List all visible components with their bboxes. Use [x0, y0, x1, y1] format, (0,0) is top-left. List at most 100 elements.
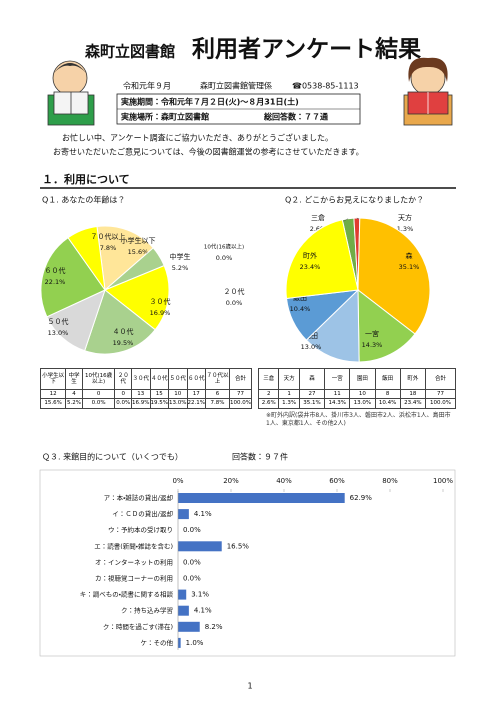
- table-cell: 10: [168, 388, 188, 400]
- library-name: 森町立図書館: [85, 43, 175, 61]
- table-cell: 10代(16歳以上): [81, 368, 116, 390]
- responses: 総回答数：７７通: [263, 112, 329, 122]
- slice-label: ３０代: [150, 297, 171, 306]
- table-cell: 2: [257, 388, 280, 400]
- data-table: 小学生以下 中学生 10代(16歳以上) ２０代 ３０代 ４０代 ５０代 ６０代 ７０代以上 合計…: [39, 368, 253, 409]
- table-cell: 19.5%: [149, 398, 170, 409]
- slice-value-label: 5.2%: [172, 264, 189, 272]
- slice-label: ２０代: [224, 287, 245, 296]
- table-cell: ７０代以上: [204, 368, 230, 390]
- reading-child-left: [47, 60, 95, 126]
- bar-value-label: 8.2%: [205, 623, 223, 631]
- x-tick-label: 0%: [172, 477, 183, 485]
- category-label: ウ：予約本の受け取り: [108, 525, 173, 534]
- slice-label: 三倉: [311, 214, 325, 222]
- table-cell: 22.1%: [186, 398, 206, 409]
- slice-label: 天方: [398, 213, 412, 222]
- table-cell: 1: [278, 388, 300, 400]
- slice-label: ４０代: [113, 327, 134, 336]
- table-cell: 三倉: [257, 368, 280, 390]
- table-cell: ４０代: [149, 368, 170, 390]
- table-cell: 14.3%: [324, 398, 351, 409]
- chart-title: Q１. あなたの年齢は？: [42, 195, 125, 205]
- table-cell: 11: [324, 388, 351, 400]
- table-cell: 0: [114, 388, 133, 400]
- category-label: ア：本・雑誌の貸出/返却: [104, 493, 173, 502]
- table-cell: 12: [39, 388, 67, 400]
- slice-label: 10代(16歳以上): [204, 243, 244, 251]
- slice-label: ５０代: [48, 317, 69, 326]
- x-tick-label: 40%: [276, 477, 292, 485]
- slice-label: ７０代以上: [91, 232, 126, 241]
- table-cell: 飯田: [374, 368, 401, 390]
- table-row: 15.6% 5.2% 0.0% 0.0% 16.9% 19.5% 13.0% 22.1% 7.8…: [39, 398, 253, 409]
- table-cell: 15.6%: [39, 398, 67, 409]
- table-cell: 27: [298, 388, 326, 400]
- table-cell: 23.4%: [399, 398, 426, 409]
- table-cell: 一宮: [324, 368, 351, 390]
- bar-value-label: 0.0%: [183, 526, 201, 534]
- table-cell: ２０代: [114, 368, 133, 390]
- department: 森町立図書館管理係: [200, 81, 272, 91]
- slice-value-label: 23.4%: [300, 263, 321, 271]
- document-title: 利用者アンケート結果: [192, 36, 421, 63]
- table-cell: 100.0%: [424, 398, 457, 409]
- slice-label: 一宮: [365, 329, 379, 338]
- table-cell: 10: [349, 388, 376, 400]
- bar-value-label: 0.0%: [183, 575, 201, 583]
- category-label: イ：ＣＤの貸出/返却: [112, 509, 173, 518]
- table-cell: 13: [131, 388, 151, 400]
- pie-slice: [40, 237, 106, 318]
- slice-value-label: 13.0%: [301, 343, 322, 351]
- x-tick-label: 100%: [433, 477, 453, 485]
- x-tick-label: 80%: [382, 477, 398, 485]
- slice-label: 小学生以下: [121, 236, 156, 245]
- bar: [178, 589, 187, 600]
- bar-value-label: 16.5%: [227, 542, 250, 550]
- table-cell: 77: [228, 388, 253, 400]
- pie-slice: [96, 225, 154, 291]
- table-row: 小学生以下 中学生 10代(16歳以上) ２０代 ３０代 ４０代 ５０代 ６０代 ７０代以上 合計: [39, 368, 253, 390]
- category-label: カ：視聴覚コーナーの利用: [95, 574, 173, 583]
- slice-value-label: 35.1%: [399, 263, 420, 271]
- table-cell: 6: [204, 388, 230, 400]
- table-cell: 合計: [228, 368, 253, 390]
- slice-label: 町外: [303, 251, 317, 260]
- table-cell: ３０代: [131, 368, 151, 390]
- category-label: オ：インターネットの利用: [95, 557, 173, 566]
- slice-value-label: 10.4%: [290, 305, 311, 313]
- reading-child-right: [403, 57, 453, 126]
- table-cell: 中学生: [65, 368, 83, 390]
- slice-value-label: 0.0%: [226, 299, 243, 307]
- table-cell: ５０代: [168, 368, 188, 390]
- bar-value-label: 4.1%: [194, 510, 212, 518]
- chart-title: Ｑ３. 来館目的について（いくつでも）: [42, 452, 183, 462]
- slice-value-label: 0.0%: [216, 254, 233, 262]
- slice-value-label: 2.6%: [310, 225, 327, 233]
- table-cell: 0.0%: [81, 398, 116, 409]
- place: 実施場所：森町立図書館: [121, 112, 209, 122]
- table-cell: 0.0%: [114, 398, 133, 409]
- slice-value-label: 15.6%: [128, 248, 149, 256]
- table-cell: 1.3%: [278, 398, 300, 409]
- table-cell: 町外: [399, 368, 426, 390]
- slice-value-label: 16.9%: [150, 309, 171, 317]
- table-cell: 15: [149, 388, 170, 400]
- table-cell: 合計: [424, 368, 457, 390]
- slice-value-label: 14.3%: [362, 341, 383, 349]
- table-cell: 13.0%: [168, 398, 188, 409]
- table-cell: 100.0%: [228, 398, 253, 409]
- date: 令和元年９月: [123, 81, 171, 91]
- page-number: 1: [247, 682, 252, 691]
- table-cell: 5.2%: [65, 398, 83, 409]
- bar-value-label: 0.0%: [183, 558, 201, 566]
- pie-slice: [357, 288, 416, 363]
- bar-value-label: 1.0%: [186, 639, 204, 647]
- table-cell: 4: [65, 388, 83, 400]
- category-label: ク：時間を過ごす(滞在): [103, 622, 173, 631]
- table-row: 2.6% 1.3% 35.1% 14.3% 13.0% 10.4% 23.4% 100.0%: [257, 398, 457, 409]
- table-cell: 2.6%: [257, 398, 280, 409]
- table-cell: 天方: [278, 368, 300, 390]
